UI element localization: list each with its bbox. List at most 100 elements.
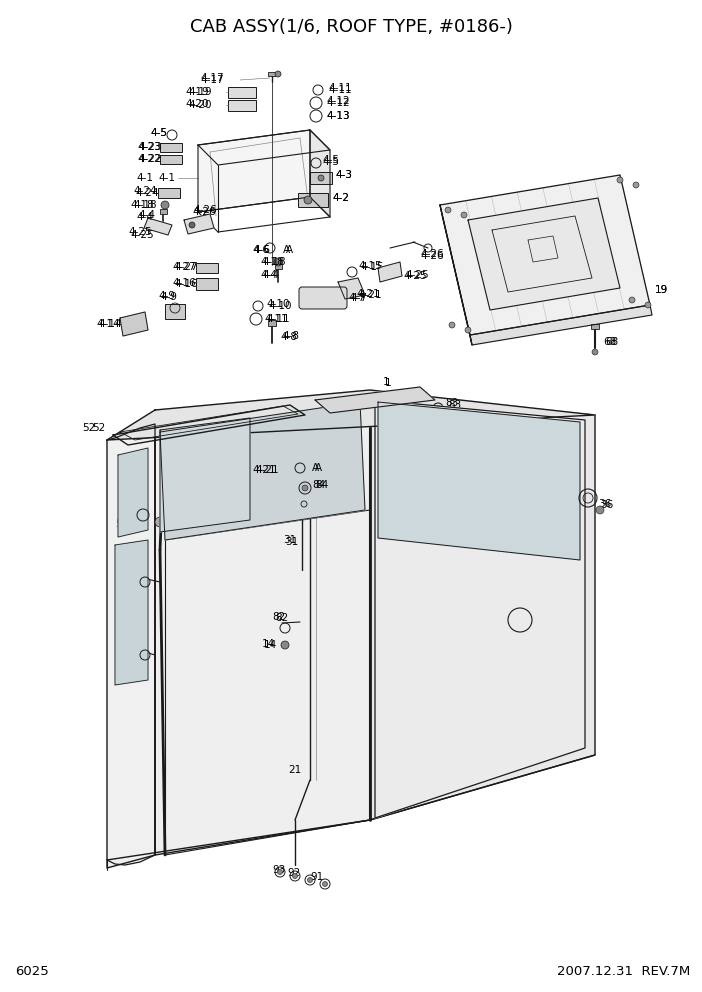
Text: 4-10: 4-10 [268, 301, 291, 311]
Text: 91: 91 [310, 872, 323, 882]
Text: 21: 21 [288, 765, 301, 775]
Text: 2007.12.31  REV.7M: 2007.12.31 REV.7M [557, 965, 690, 978]
Circle shape [617, 177, 623, 183]
Circle shape [592, 349, 598, 355]
Text: 4-22: 4-22 [137, 154, 161, 164]
Text: 14: 14 [262, 639, 275, 649]
Bar [158, 188, 180, 198]
Text: 81: 81 [130, 505, 143, 515]
Circle shape [318, 175, 324, 181]
Text: A: A [312, 463, 319, 473]
Text: A: A [283, 245, 290, 255]
Circle shape [155, 517, 165, 527]
Text: 81: 81 [128, 505, 141, 515]
Text: 4-16: 4-16 [172, 278, 196, 288]
Bar [228, 100, 256, 111]
Circle shape [435, 406, 440, 411]
Text: 84: 84 [315, 480, 329, 490]
Circle shape [302, 485, 308, 491]
Polygon shape [315, 387, 435, 413]
Text: 4-5: 4-5 [150, 128, 167, 138]
Text: 83: 83 [560, 483, 574, 493]
Text: 4-11: 4-11 [266, 314, 290, 324]
Text: 4-24: 4-24 [135, 188, 159, 198]
Text: 4-5: 4-5 [322, 155, 339, 165]
Text: 4-14: 4-14 [96, 319, 119, 329]
Text: 4-19: 4-19 [188, 87, 211, 97]
Bar [196, 263, 218, 273]
Text: 4-26: 4-26 [192, 207, 216, 217]
Text: 4-13: 4-13 [326, 111, 350, 121]
Circle shape [275, 71, 281, 77]
Polygon shape [375, 400, 585, 818]
Text: 1: 1 [385, 378, 392, 388]
Circle shape [322, 882, 328, 887]
Polygon shape [378, 402, 580, 560]
Text: 4-4: 4-4 [260, 270, 277, 280]
Text: 22: 22 [128, 645, 141, 655]
Text: 4-6: 4-6 [253, 245, 270, 255]
Text: 4-6: 4-6 [252, 245, 269, 255]
Text: 4-9: 4-9 [160, 292, 177, 302]
Circle shape [293, 874, 298, 879]
Text: 4-4: 4-4 [262, 270, 279, 280]
Circle shape [304, 196, 312, 204]
Text: 4-8: 4-8 [280, 332, 297, 342]
Circle shape [277, 870, 282, 875]
Text: 68: 68 [605, 337, 618, 347]
Text: 22: 22 [130, 645, 143, 655]
Text: 4-22: 4-22 [138, 154, 161, 164]
Text: 6025: 6025 [15, 965, 48, 978]
Circle shape [274, 258, 282, 266]
Text: 4-18: 4-18 [260, 257, 284, 267]
Text: 4-18: 4-18 [262, 257, 286, 267]
Polygon shape [160, 402, 365, 540]
Text: 4-13: 4-13 [326, 111, 350, 121]
Text: 36: 36 [598, 499, 611, 509]
Circle shape [189, 222, 195, 228]
Text: 31: 31 [283, 535, 296, 545]
Text: 4-3: 4-3 [335, 170, 352, 180]
Text: 52: 52 [92, 423, 105, 433]
Polygon shape [155, 395, 370, 855]
Circle shape [465, 327, 471, 333]
Polygon shape [120, 312, 148, 336]
Text: 4-5: 4-5 [150, 128, 167, 138]
Polygon shape [107, 390, 595, 440]
Text: CAB ASSY(1/6, ROOF TYPE, #0186-): CAB ASSY(1/6, ROOF TYPE, #0186-) [190, 18, 512, 36]
Text: 4-14: 4-14 [98, 319, 121, 329]
Text: 31: 31 [285, 537, 298, 547]
Text: 1: 1 [383, 377, 390, 387]
Text: 92: 92 [287, 868, 300, 878]
Text: 4-12: 4-12 [326, 98, 350, 108]
Circle shape [449, 322, 455, 328]
Text: 4-25: 4-25 [128, 227, 152, 237]
Polygon shape [107, 424, 155, 865]
Text: 4-26: 4-26 [193, 205, 217, 215]
Polygon shape [198, 130, 310, 212]
Text: 4-1: 4-1 [158, 173, 175, 183]
Text: 4-18: 4-18 [130, 200, 154, 210]
Polygon shape [115, 540, 148, 685]
Polygon shape [378, 262, 402, 282]
Text: 4-12: 4-12 [326, 96, 350, 106]
Polygon shape [198, 130, 330, 165]
Text: 4-9: 4-9 [158, 291, 175, 301]
Text: 4-23: 4-23 [137, 142, 161, 152]
Text: 82: 82 [272, 612, 285, 622]
Polygon shape [107, 425, 155, 868]
Text: 4-24: 4-24 [133, 186, 157, 196]
Text: 4-17: 4-17 [200, 73, 224, 83]
Text: 4-25: 4-25 [130, 230, 154, 240]
Polygon shape [440, 205, 472, 345]
Text: 84: 84 [312, 480, 325, 490]
Text: 4-21: 4-21 [356, 289, 380, 299]
Text: 68: 68 [603, 337, 616, 347]
Text: 4-17: 4-17 [200, 75, 224, 85]
Bar [268, 320, 276, 326]
FancyBboxPatch shape [299, 287, 347, 309]
Circle shape [596, 506, 604, 514]
Circle shape [161, 201, 169, 209]
Bar [591, 324, 599, 329]
Text: A: A [315, 463, 322, 473]
